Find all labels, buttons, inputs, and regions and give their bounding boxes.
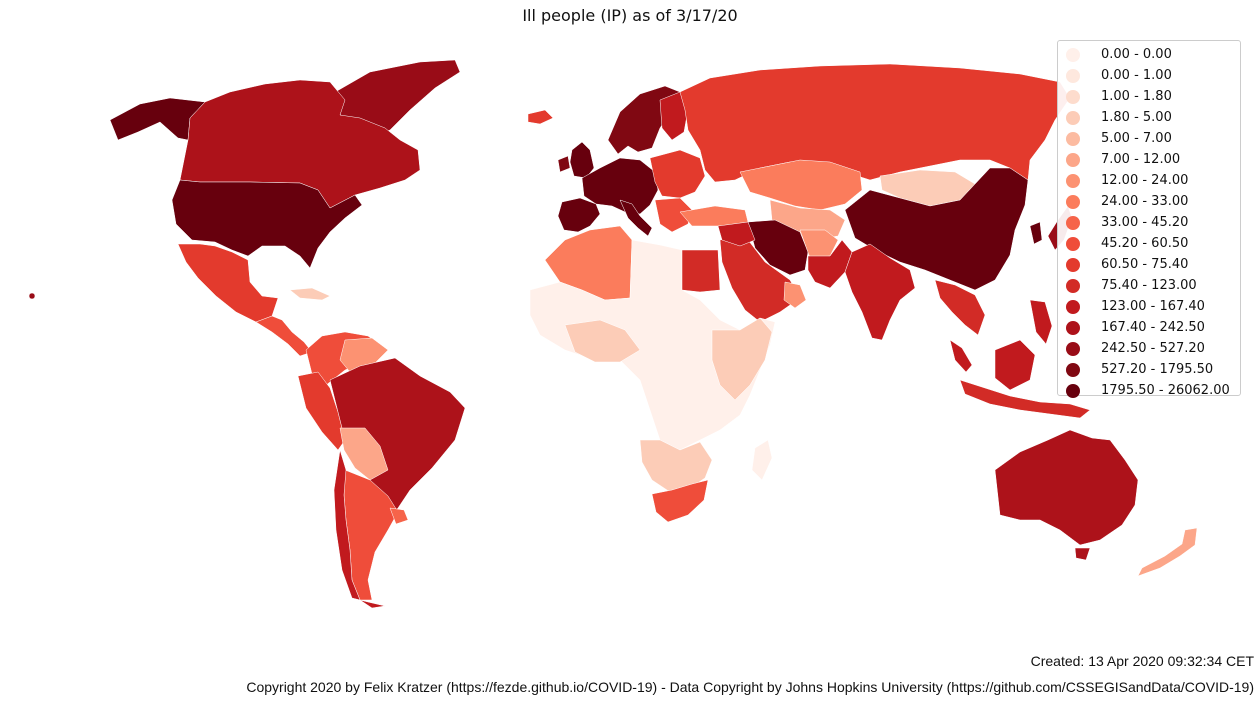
region-south-africa: [651, 479, 709, 523]
legend-label: 1.00 - 1.80: [1101, 89, 1172, 104]
legend-label: 7.00 - 12.00: [1101, 152, 1181, 167]
legend-item: 123.00 - 167.40: [1066, 296, 1240, 317]
legend-item: 75.40 - 123.00: [1066, 275, 1240, 296]
map-title: Ill people (IP) as of 3/17/20: [522, 6, 738, 25]
region-southeast-asia: [934, 279, 986, 336]
legend-swatch: [1066, 131, 1080, 146]
region-new-zealand: [1137, 527, 1198, 577]
copyright-notice: Copyright 2020 by Felix Kratzer (https:/…: [246, 679, 1254, 695]
region-australia: [994, 429, 1139, 546]
legend-item: 12.00 - 24.00: [1066, 170, 1240, 191]
region-china: [844, 167, 1029, 291]
region-eastern-europe: [649, 149, 706, 199]
legend-swatch: [1066, 173, 1080, 188]
region-iceland: [527, 109, 554, 125]
legend-item: 0.00 - 0.00: [1066, 44, 1240, 65]
region-west-africa: [564, 319, 641, 363]
legend-label: 5.00 - 7.00: [1101, 131, 1172, 146]
region-chile: [333, 449, 386, 609]
legend: 0.00 - 0.00 0.00 - 1.00 1.00 - 1.80 1.80 - …: [1057, 40, 1241, 398]
region-hawaii: [28, 292, 36, 300]
region-balkans: [654, 197, 693, 233]
legend-item: 527.20 - 1795.50: [1066, 359, 1240, 380]
legend-label: 1.80 - 5.00: [1101, 110, 1172, 125]
legend-label: 0.00 - 0.00: [1101, 47, 1172, 62]
region-iberia: [557, 197, 601, 233]
region-borneo: [994, 339, 1036, 391]
region-madagascar: [751, 439, 773, 481]
legend-swatch: [1066, 341, 1080, 356]
legend-swatch: [1066, 194, 1080, 209]
region-levant: [717, 221, 756, 247]
legend-label: 0.00 - 1.00: [1101, 68, 1172, 83]
legend-swatch: [1066, 320, 1080, 335]
region-indonesia: [959, 379, 1091, 419]
region-italy: [619, 199, 653, 237]
legend-swatch: [1066, 299, 1080, 314]
region-egypt: [681, 249, 721, 293]
region-arabia: [719, 235, 801, 323]
legend-label: 1795.50 - 26062.00: [1101, 383, 1230, 398]
region-iran: [747, 219, 809, 276]
legend-swatch: [1066, 383, 1080, 398]
region-ireland: [557, 155, 571, 173]
legend-swatch: [1066, 236, 1080, 251]
legend-swatch: [1066, 89, 1080, 104]
legend-label: 242.50 - 527.20: [1101, 341, 1205, 356]
region-southern-africa: [639, 439, 713, 493]
legend-swatch: [1066, 257, 1080, 272]
legend-label: 527.20 - 1795.50: [1101, 362, 1214, 377]
legend-item: 1.80 - 5.00: [1066, 107, 1240, 128]
legend-label: 60.50 - 75.40: [1101, 257, 1189, 272]
legend-swatch: [1066, 68, 1080, 83]
region-bolivia: [339, 427, 389, 481]
region-east-africa: [711, 317, 773, 401]
legend-item: 5.00 - 7.00: [1066, 128, 1240, 149]
legend-label: 75.40 - 123.00: [1101, 278, 1197, 293]
legend-swatch: [1066, 278, 1080, 293]
legend-swatch: [1066, 362, 1080, 377]
legend-item: 33.00 - 45.20: [1066, 212, 1240, 233]
legend-label: 12.00 - 24.00: [1101, 173, 1189, 188]
region-usa: [171, 179, 363, 269]
legend-label: 123.00 - 167.40: [1101, 299, 1205, 314]
region-philippines: [1029, 299, 1053, 345]
region-oman: [783, 281, 807, 309]
legend-item: 45.20 - 60.50: [1066, 233, 1240, 254]
region-uk: [569, 141, 595, 179]
region-caribbean: [289, 287, 331, 301]
region-afghanistan: [799, 229, 839, 259]
legend-item: 0.00 - 1.00: [1066, 65, 1240, 86]
legend-item: 1795.50 - 26062.00: [1066, 380, 1240, 401]
legend-label: 167.40 - 242.50: [1101, 320, 1205, 335]
legend-item: 24.00 - 33.00: [1066, 191, 1240, 212]
legend-swatch: [1066, 152, 1080, 167]
legend-item: 7.00 - 12.00: [1066, 149, 1240, 170]
region-korea: [1029, 221, 1043, 245]
region-mexico: [177, 243, 279, 323]
region-kazakhstan: [739, 159, 863, 211]
region-russia: [679, 63, 1071, 183]
legend-label: 24.00 - 33.00: [1101, 194, 1189, 209]
region-tasmania: [1074, 547, 1091, 561]
legend-label: 45.20 - 60.50: [1101, 236, 1189, 251]
region-uruguay: [389, 507, 409, 525]
legend-item: 60.50 - 75.40: [1066, 254, 1240, 275]
legend-swatch: [1066, 110, 1080, 125]
legend-swatch: [1066, 47, 1080, 62]
created-timestamp: Created: 13 Apr 2020 09:32:34 CET: [1030, 653, 1254, 669]
legend-item: 242.50 - 527.20: [1066, 338, 1240, 359]
legend-item: 1.00 - 1.80: [1066, 86, 1240, 107]
region-central-america: [255, 315, 313, 357]
region-malaysia: [949, 339, 973, 373]
legend-item: 167.40 - 242.50: [1066, 317, 1240, 338]
region-india: [844, 243, 916, 341]
legend-swatch: [1066, 215, 1080, 230]
legend-label: 33.00 - 45.20: [1101, 215, 1189, 230]
